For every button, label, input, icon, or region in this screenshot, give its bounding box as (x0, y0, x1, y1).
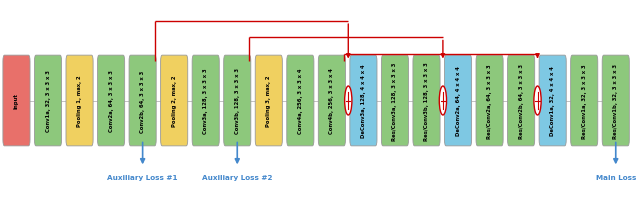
Text: Res/Conv3a, 128, 3 x 3 x 3: Res/Conv3a, 128, 3 x 3 x 3 (392, 62, 397, 140)
Text: Res/Conv2a, 64, 3 x 3 x 3: Res/Conv2a, 64, 3 x 3 x 3 (487, 64, 492, 138)
FancyBboxPatch shape (413, 56, 440, 146)
Text: Pooling 2, max, 2: Pooling 2, max, 2 (172, 75, 177, 127)
Text: DeConv1a, 32, 4 x 4 x 4: DeConv1a, 32, 4 x 4 x 4 (550, 66, 555, 136)
FancyBboxPatch shape (224, 56, 251, 146)
Text: Conv4a, 256, 3 x 3 x 4: Conv4a, 256, 3 x 3 x 4 (298, 68, 303, 134)
Text: Conv3b, 128, 3 x 3 x 3: Conv3b, 128, 3 x 3 x 3 (235, 68, 240, 134)
Text: Input: Input (14, 93, 19, 109)
FancyBboxPatch shape (287, 56, 314, 146)
Circle shape (534, 87, 541, 115)
Text: DeConv2a, 64, 4 x 4 x 4: DeConv2a, 64, 4 x 4 x 4 (456, 66, 461, 136)
FancyBboxPatch shape (476, 56, 503, 146)
Text: Conv4b, 256, 3 x 3 x 4: Conv4b, 256, 3 x 3 x 4 (330, 68, 334, 134)
FancyBboxPatch shape (97, 56, 125, 146)
Text: Auxiliary Loss #1: Auxiliary Loss #1 (108, 174, 178, 180)
FancyBboxPatch shape (255, 56, 282, 146)
Text: Conv2b, 64, 3 x 3 x 3: Conv2b, 64, 3 x 3 x 3 (140, 70, 145, 132)
Text: Auxiliary Loss #2: Auxiliary Loss #2 (202, 174, 273, 180)
Circle shape (439, 87, 447, 115)
FancyBboxPatch shape (318, 56, 346, 146)
Text: Res/Conv2b, 64, 3 x 3 x 3: Res/Conv2b, 64, 3 x 3 x 3 (518, 64, 524, 138)
Text: Conv2a, 64, 3 x 3 x 3: Conv2a, 64, 3 x 3 x 3 (109, 70, 113, 132)
FancyBboxPatch shape (539, 56, 566, 146)
FancyBboxPatch shape (508, 56, 534, 146)
Text: DeConv3a, 128, 4 x 4 x 4: DeConv3a, 128, 4 x 4 x 4 (361, 64, 366, 138)
Text: Pooling 3, max, 2: Pooling 3, max, 2 (266, 75, 271, 127)
Text: Pooling 1, max, 2: Pooling 1, max, 2 (77, 75, 82, 127)
Text: Res/Conv3b, 128, 3 x 3 x 3: Res/Conv3b, 128, 3 x 3 x 3 (424, 62, 429, 140)
Text: Conv3a, 128, 3 x 3 x 3: Conv3a, 128, 3 x 3 x 3 (204, 68, 208, 134)
Text: Res/Conv1b, 32, 3 x 3 x 3: Res/Conv1b, 32, 3 x 3 x 3 (613, 64, 618, 138)
FancyBboxPatch shape (66, 56, 93, 146)
Text: Res/Conv1a, 32, 3 x 3 x 3: Res/Conv1a, 32, 3 x 3 x 3 (582, 64, 587, 138)
Text: Main Loss: Main Loss (596, 174, 636, 180)
FancyBboxPatch shape (161, 56, 188, 146)
FancyBboxPatch shape (381, 56, 408, 146)
FancyBboxPatch shape (3, 56, 30, 146)
FancyBboxPatch shape (35, 56, 61, 146)
FancyBboxPatch shape (571, 56, 598, 146)
Circle shape (345, 87, 352, 115)
FancyBboxPatch shape (350, 56, 377, 146)
Text: Conv1a, 32, 3 x 3 x 3: Conv1a, 32, 3 x 3 x 3 (45, 70, 51, 132)
FancyBboxPatch shape (602, 56, 629, 146)
FancyBboxPatch shape (444, 56, 472, 146)
FancyBboxPatch shape (129, 56, 156, 146)
FancyBboxPatch shape (192, 56, 220, 146)
